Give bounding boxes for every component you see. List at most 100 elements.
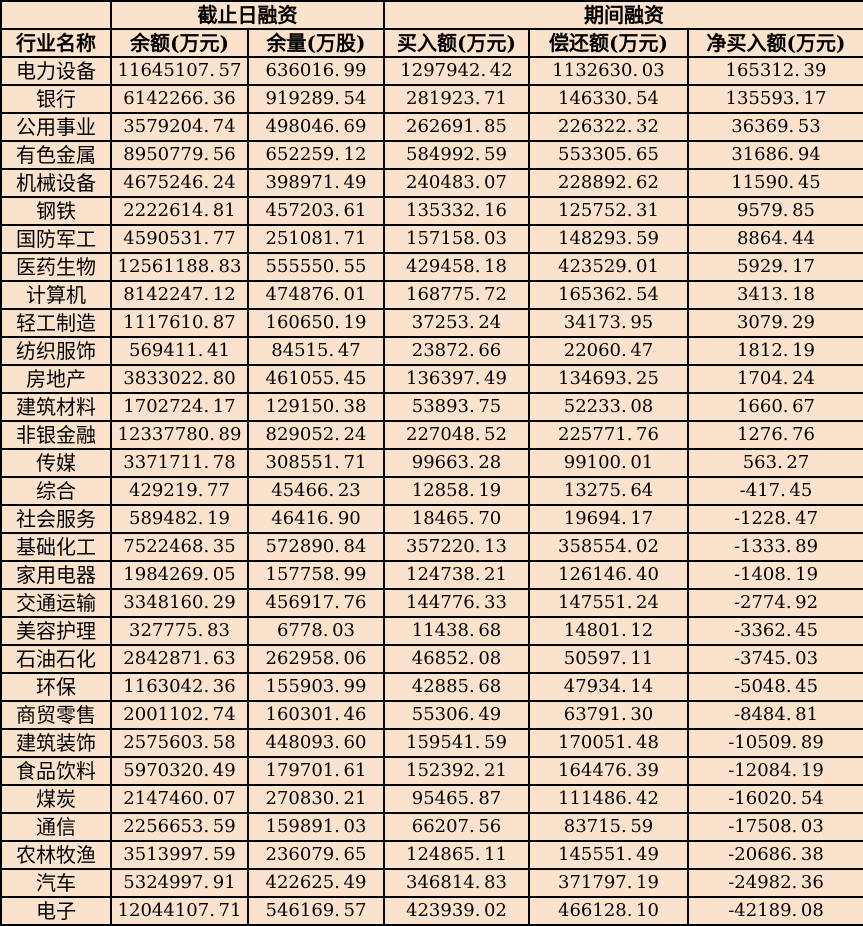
value-cell: 9579. 85	[686, 196, 863, 226]
value-cell: -10509. 89	[686, 728, 863, 758]
value-cell: 3371711. 78	[110, 448, 249, 478]
value-cell: 157758. 99	[247, 560, 385, 590]
industry-cell: 房地产	[0, 364, 112, 394]
value-cell: 14801. 12	[528, 616, 689, 646]
industry-cell: 建筑材料	[0, 392, 112, 422]
industry-cell: 家用电器	[0, 560, 112, 590]
value-cell: -3362. 45	[686, 616, 863, 646]
value-cell: 5929. 17	[686, 252, 863, 282]
value-cell: 1704. 24	[686, 364, 863, 394]
table-row: 社会服务 589482. 19 46416. 90 18465. 70 19694. 1…	[0, 504, 863, 534]
value-cell: -12084. 19	[686, 756, 863, 786]
table-row: 机械设备 4675246. 24 398971. 49 240483. 07 22889…	[0, 168, 863, 198]
value-cell: 155903. 99	[247, 672, 385, 702]
industry-cell: 银行	[0, 84, 112, 114]
value-cell: 47934. 14	[528, 672, 689, 702]
value-cell: 63791. 30	[528, 700, 689, 730]
table-row: 通信 2256653. 59 159891. 03 66207. 56 83715. 5…	[0, 812, 863, 842]
value-cell: 135332. 16	[383, 196, 530, 226]
value-cell: 4590531. 77	[110, 224, 249, 254]
value-cell: 553305. 65	[528, 140, 689, 170]
value-cell: 12044107. 71	[110, 896, 249, 926]
value-cell: 327775. 83	[110, 616, 249, 646]
value-cell: 159541. 59	[383, 728, 530, 758]
value-cell: 50597. 11	[528, 644, 689, 674]
column-header-volume: 余量(万股)	[247, 28, 385, 58]
value-cell: 160301. 46	[247, 700, 385, 730]
industry-cell: 农林牧渔	[0, 840, 112, 870]
column-header-industry: 行业名称	[0, 28, 112, 58]
value-cell: 66207. 56	[383, 812, 530, 842]
value-cell: 125752. 31	[528, 196, 689, 226]
value-cell: 83715. 59	[528, 812, 689, 842]
value-cell: 53893. 75	[383, 392, 530, 422]
header-group-row: 截止日融资 期间融资	[0, 0, 863, 30]
industry-cell: 食品饮料	[0, 756, 112, 786]
value-cell: 5970320. 49	[110, 756, 249, 786]
value-cell: 270830. 21	[247, 784, 385, 814]
value-cell: 919289. 54	[247, 84, 385, 114]
value-cell: 124738. 21	[383, 560, 530, 590]
value-cell: 8142247. 12	[110, 280, 249, 310]
industry-cell: 电子	[0, 896, 112, 926]
value-cell: 144776. 33	[383, 588, 530, 618]
value-cell: 1812. 19	[686, 336, 863, 366]
value-cell: 99663. 28	[383, 448, 530, 478]
industry-cell: 国防军工	[0, 224, 112, 254]
value-cell: 358554. 02	[528, 532, 689, 562]
industry-cell: 电力设备	[0, 56, 112, 86]
value-cell: 34173. 95	[528, 308, 689, 338]
industry-cell: 有色金属	[0, 140, 112, 170]
value-cell: 572890. 84	[247, 532, 385, 562]
industry-cell: 计算机	[0, 280, 112, 310]
value-cell: 346814. 83	[383, 868, 530, 898]
industry-cell: 轻工制造	[0, 308, 112, 338]
value-cell: 12337780. 89	[110, 420, 249, 450]
table-body: 电力设备 11645107. 57 636016. 99 1297942. 42 113…	[0, 56, 863, 926]
table-row: 计算机 8142247. 12 474876. 01 168775. 72 165362…	[0, 280, 863, 310]
value-cell: -1228. 47	[686, 504, 863, 534]
table-row: 农林牧渔 3513997. 59 236079. 65 124865. 11 14555…	[0, 840, 863, 870]
value-cell: 8864. 44	[686, 224, 863, 254]
value-cell: 46416. 90	[247, 504, 385, 534]
table-row: 电子 12044107. 71 546169. 57 423939. 02 466128…	[0, 896, 863, 926]
value-cell: -1408. 19	[686, 560, 863, 590]
value-cell: 308551. 71	[247, 448, 385, 478]
table-row: 综合 429219. 77 45466. 23 12858. 19 13275. 64-…	[0, 476, 863, 506]
table-header: 截止日融资 期间融资 行业名称 余额(万元) 余量(万股) 买入额(万元) 偿还…	[0, 0, 863, 58]
table-row: 纺织服饰 569411. 41 84515. 47 23872. 66 22060. 4…	[0, 336, 863, 366]
value-cell: 95465. 87	[383, 784, 530, 814]
value-cell: 160650. 19	[247, 308, 385, 338]
value-cell: 225771. 76	[528, 420, 689, 450]
value-cell: 99100. 01	[528, 448, 689, 478]
value-cell: 111486. 42	[528, 784, 689, 814]
value-cell: 124865. 11	[383, 840, 530, 870]
header-group-spacer	[0, 0, 112, 30]
value-cell: 569411. 41	[110, 336, 249, 366]
value-cell: 1163042. 36	[110, 672, 249, 702]
value-cell: 136397. 49	[383, 364, 530, 394]
table-row: 非银金融 12337780. 89 829052. 24 227048. 52 2257…	[0, 420, 863, 450]
industry-cell: 通信	[0, 812, 112, 842]
table-row: 国防军工 4590531. 77 251081. 71 157158. 03 14829…	[0, 224, 863, 254]
value-cell: 457203. 61	[247, 196, 385, 226]
table-row: 汽车 5324997. 91 422625. 49 346814. 83 371797.…	[0, 868, 863, 898]
value-cell: 148293. 59	[528, 224, 689, 254]
industry-cell: 机械设备	[0, 168, 112, 198]
industry-cell: 汽车	[0, 868, 112, 898]
value-cell: 13275. 64	[528, 476, 689, 506]
value-cell: 589482. 19	[110, 504, 249, 534]
value-cell: 37253. 24	[383, 308, 530, 338]
value-cell: 157158. 03	[383, 224, 530, 254]
value-cell: 152392. 21	[383, 756, 530, 786]
value-cell: 228892. 62	[528, 168, 689, 198]
table-row: 基础化工 7522468. 35 572890. 84 357220. 13 35855…	[0, 532, 863, 562]
value-cell: 11438. 68	[383, 616, 530, 646]
value-cell: 8950779. 56	[110, 140, 249, 170]
value-cell: 4675246. 24	[110, 168, 249, 198]
table-row: 环保 1163042. 36 155903. 99 42885. 68 47934. 1…	[0, 672, 863, 702]
value-cell: 1132630. 03	[528, 56, 689, 86]
value-cell: 429219. 77	[110, 476, 249, 506]
